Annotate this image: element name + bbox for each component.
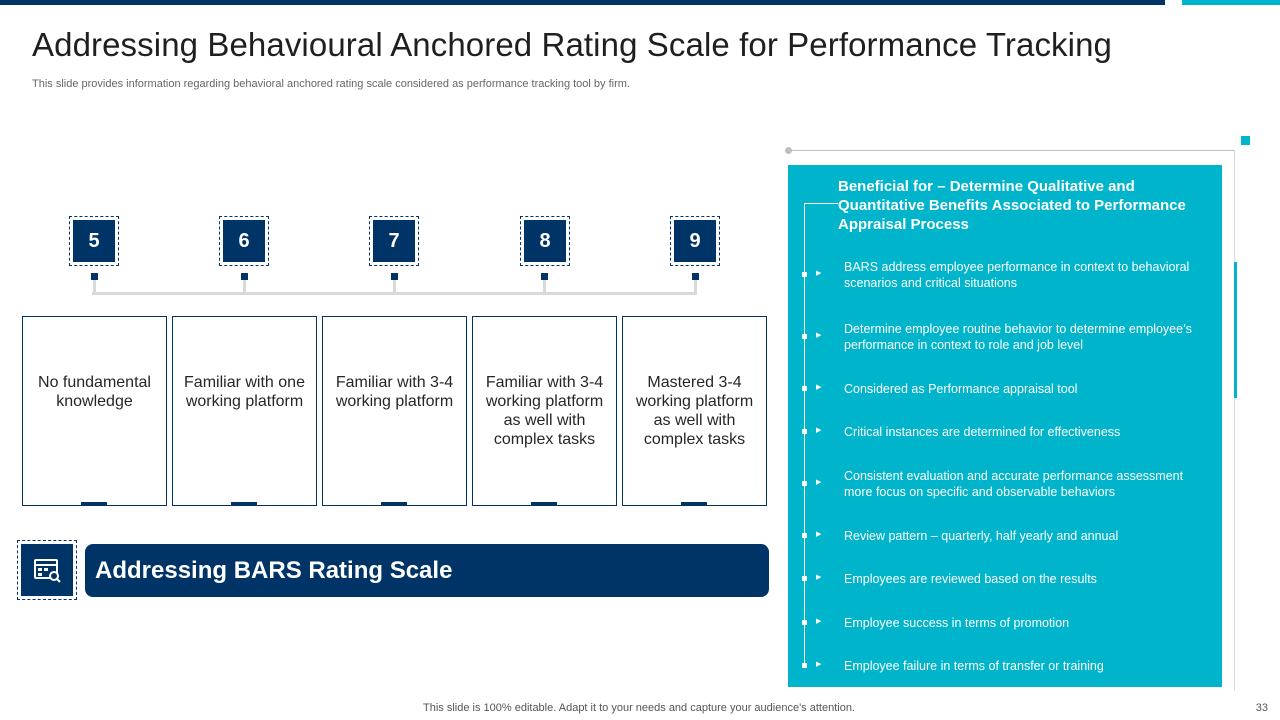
scale-stem [393, 280, 396, 294]
bullet-square [802, 334, 807, 339]
corner-square [1241, 136, 1250, 145]
scale-dot [541, 273, 548, 280]
banner-label: Addressing BARS Rating Scale [95, 556, 453, 584]
page-number: 33 [1255, 702, 1268, 714]
scale-dot [692, 273, 699, 280]
bullet-arrow-icon: ▶ [816, 427, 822, 434]
scale-dot [241, 273, 248, 280]
bullet-arrow-icon: ▶ [816, 332, 822, 339]
scale-number: 7 [373, 220, 415, 262]
benefits-panel: Beneficial for – Determine Qualitative a… [788, 165, 1222, 687]
bullet-square [802, 386, 807, 391]
scale-stem [243, 280, 246, 294]
benefit-text: Employee failure in terms of transfer or… [844, 659, 1104, 673]
benefit-text: Review pattern – quarterly, half yearly … [844, 529, 1119, 543]
scale-number: 8 [524, 220, 566, 262]
bullet-arrow-icon: ▶ [816, 479, 822, 486]
benefit-text: Considered as Performance appraisal tool [844, 382, 1078, 396]
panel-guide-vertical [1234, 150, 1235, 690]
bullet-square [802, 533, 807, 538]
level-description: Familiar with 3-4 working platform [335, 374, 454, 410]
rating-scale-icon [34, 559, 61, 583]
bullet-square [802, 620, 807, 625]
scale-number: 6 [223, 220, 265, 262]
level-description: No fundamental knowledge [38, 374, 151, 410]
top-accent-bar-teal [1182, 0, 1280, 5]
bullet-square [802, 481, 807, 486]
bullet-arrow-icon: ▶ [816, 531, 822, 538]
card-foot-mark [231, 502, 257, 506]
benefit-text: Critical instances are determined for ef… [844, 425, 1121, 439]
scale-stem [694, 280, 697, 294]
card-foot-mark [81, 502, 107, 506]
benefit-text: Consistent evaluation and accurate perfo… [844, 469, 1184, 499]
card-foot-mark [381, 502, 407, 506]
bullet-square [802, 576, 807, 581]
level-description: Familiar with 3-4 working platform as we… [485, 374, 604, 448]
top-accent-bar [0, 0, 1165, 5]
benefit-text: Determine employee routine behavior to d… [844, 322, 1192, 352]
scale-dot [391, 273, 398, 280]
scale-number-box: 6 [219, 216, 269, 266]
bullet-arrow-icon: ▶ [816, 384, 822, 391]
level-card: Familiar with one working platform [172, 316, 317, 506]
panel-guide-dot [785, 147, 792, 154]
benefits-heading: Beneficial for – Determine Qualitative a… [838, 178, 1186, 233]
scale-number: 9 [674, 220, 716, 262]
bullet-arrow-icon: ▶ [816, 574, 822, 581]
card-foot-mark [681, 502, 707, 506]
bullet-arrow-icon: ▶ [816, 618, 822, 625]
scale-number-box: 7 [369, 216, 419, 266]
bullet-square [802, 272, 807, 277]
panel-hook-line [804, 203, 838, 204]
level-card: Mastered 3-4 working platform as well wi… [622, 316, 767, 506]
benefit-text: BARS address employee performance in con… [844, 260, 1190, 290]
bullet-arrow-icon: ▶ [816, 661, 822, 668]
scale-stem [543, 280, 546, 294]
panel-accent-bar [1234, 262, 1237, 398]
scale-number: 5 [73, 220, 115, 262]
panel-guide-line [788, 150, 1234, 151]
scale-number-box: 9 [670, 216, 720, 266]
level-card: No fundamental knowledge [22, 316, 167, 506]
level-card: Familiar with 3-4 working platform as we… [472, 316, 617, 506]
bullet-arrow-icon: ▶ [816, 270, 822, 277]
bullet-square [802, 663, 807, 668]
benefit-text: Employees are reviewed based on the resu… [844, 572, 1097, 586]
panel-bullet-line [804, 203, 805, 665]
scale-number-box: 5 [69, 216, 119, 266]
scale-stem [93, 280, 96, 294]
level-card: Familiar with 3-4 working platform [322, 316, 467, 506]
benefit-text: Employee success in terms of promotion [844, 616, 1070, 630]
scale-dot [91, 273, 98, 280]
bars-banner: Addressing BARS Rating Scale [85, 544, 769, 597]
bullet-square [802, 429, 807, 434]
slide-title: Addressing Behavioural Anchored Rating S… [32, 26, 1112, 63]
scale-number-box: 8 [520, 216, 570, 266]
level-description: Mastered 3-4 working platform as well wi… [635, 374, 754, 448]
slide-subtitle: This slide provides information regardin… [32, 78, 630, 90]
card-foot-mark [531, 502, 557, 506]
footer-note: This slide is 100% editable. Adapt it to… [423, 702, 855, 714]
rating-scale-icon-frame [17, 540, 77, 600]
level-description: Familiar with one working platform [184, 374, 305, 410]
